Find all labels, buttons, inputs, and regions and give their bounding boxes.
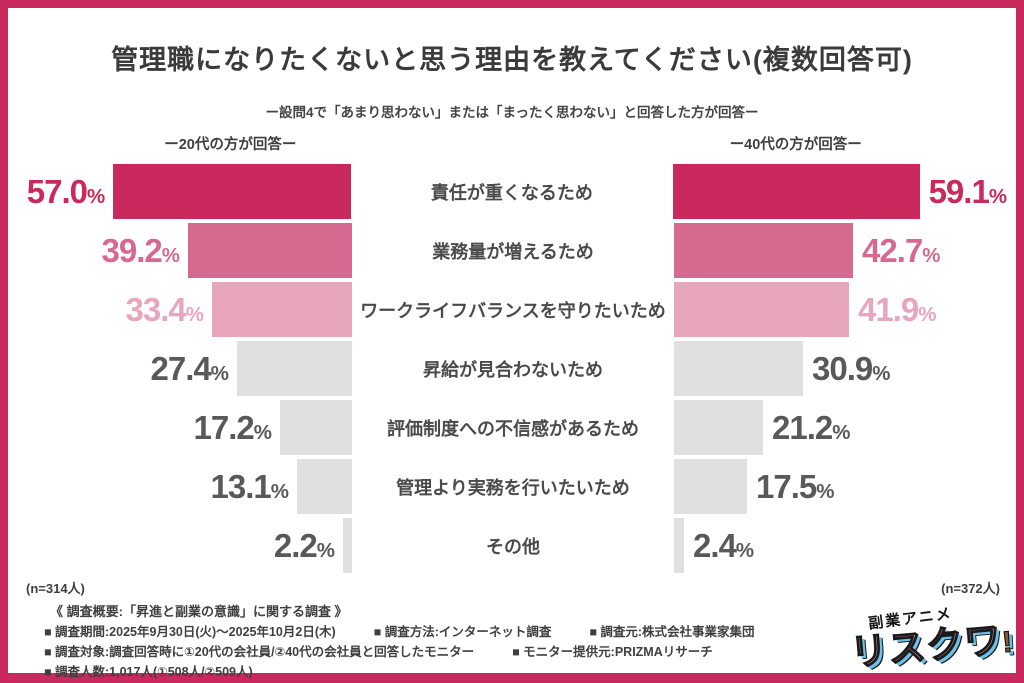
right-value-label: 41.9% [858,291,936,328]
left-value-label: 39.2% [101,232,180,269]
category-label: 昇給が見合わないため [422,359,603,380]
survey-detail-item: ■ 調査元:株式会社事業家集団 [589,625,755,639]
right-series-header: ー40代の方が回答ー [729,137,862,153]
right-bar [674,223,854,278]
survey-detail-item: ■ 調査期間:2025年9月30日(火)〜2025年10月2日(木) [44,625,336,639]
category-label: 業務量が増えるため [432,241,594,262]
percent-sign: % [918,303,936,326]
percent-sign: % [161,244,180,267]
header-spacer [353,133,674,154]
category-label: 管理より実務を行いたいため [396,477,630,498]
survey-detail-item: ■ 調査対象:調査回答時に①20代の会社員/②40代の会社員と回答したモニター [44,645,475,659]
series-headers: ー20代の方が回答ー ー40代の方が回答ー [8,133,1016,154]
butterfly-bar-chart: 57.0% 責任が重くなるため 59.1% 39.2% 業務量が増えるため 42.7% 33… [8,162,1016,575]
category-label: 責任が重くなるため [430,182,593,203]
left-n-label: (n=314人) [26,581,85,596]
category-label: 評価制度への不信感があるため [386,418,639,439]
survey-detail-row: ■ 調査期間:2025年9月30日(火)〜2025年10月2日(木) ■ 調査方法… [44,624,1016,640]
right-value-label: 17.5% [756,468,834,505]
percent-sign: % [816,480,834,503]
left-track: 57.0% [18,164,352,219]
right-bar [672,164,920,219]
left-bar [296,459,352,514]
left-value-label: 33.4% [125,291,204,328]
category-label: ワークライフバランスを守りたいため [360,300,666,321]
left-series-header: ー20代の方が回答ー [164,137,297,153]
right-bar [674,400,764,455]
left-value-label: 13.1% [210,468,289,505]
left-track: 39.2% [18,223,352,278]
left-track: 27.4% [18,341,352,396]
percent-sign: % [872,362,890,385]
left-value-label: 2.2% [273,527,335,564]
percent-sign: % [735,539,754,562]
left-track: 13.1% [18,459,352,514]
survey-overview: 《 調査概要:「昇進と副業の意識」に関する調査 》 ■ 調査期間:2025年9月… [44,601,1016,680]
left-track: 17.2% [18,400,352,455]
survey-overview-heading: 《 調査概要:「昇進と副業の意識」に関する調査 》 [50,604,348,619]
percent-sign: % [988,185,1007,208]
percent-sign: % [86,185,105,208]
right-track: 42.7% [674,223,1006,278]
right-track: 2.4% [674,518,1006,573]
percent-sign: % [270,480,289,503]
right-bar [674,341,804,396]
percent-sign: % [185,303,204,326]
left-bar [187,223,352,278]
chart-row: 17.2% 評価制度への不信感があるため 21.2% [18,398,1006,457]
chart-row: 13.1% 管理より実務を行いたいため 17.5% [18,457,1006,516]
chart-row: 57.0% 責任が重くなるため 59.1% [18,162,1007,221]
left-track: 2.2% [18,518,352,573]
left-bar [279,400,352,455]
filter-note: ー設問4で「あまり思わない」または「まったく思わない」と回答した方が回答ー [265,105,759,120]
percent-sign: % [253,421,272,444]
left-bar [342,518,352,573]
survey-detail-row: ■ 調査人数:1,017人(①508人/②509人) [44,664,1016,680]
right-track: 41.9% [674,282,1006,337]
right-track: 30.9% [674,341,1006,396]
right-bar [674,282,850,337]
left-track: 33.4% [18,282,352,337]
survey-detail-item: ■ 調査人数:1,017人(①508人/②509人) [44,665,253,679]
left-value-label: 17.2% [193,409,272,446]
percent-sign: % [316,539,335,562]
sample-size-row: (n=314人) (n=372人) [8,578,1016,597]
left-bar [236,341,352,396]
right-track: 21.2% [674,400,1006,455]
right-track: 59.1% [672,164,1007,219]
page-title: 管理職になりたくないと思う理由を教えてください(複数回答可) [111,45,913,75]
right-value-label: 30.9% [812,350,890,387]
right-bar [674,518,685,573]
risukuwa-logo: 副業アニメ リスクワ! [848,605,1015,675]
category-label: その他 [485,536,540,557]
left-value-label: 27.4% [150,350,229,387]
percent-sign: % [922,244,940,267]
chart-row: 33.4% ワークライフバランスを守りたいため 41.9% [18,280,1006,339]
survey-detail-item: ■ 調査方法:インターネット調査 [373,625,552,639]
percent-sign: % [832,421,850,444]
right-value-label: 21.2% [772,409,850,446]
survey-overview-details: ■ 調査期間:2025年9月30日(火)〜2025年10月2日(木) ■ 調査方法… [44,624,1016,680]
right-value-label: 59.1% [928,173,1007,210]
percent-sign: % [210,362,229,385]
chart-row: 2.2% その他 2.4% [18,516,1006,575]
left-value-label: 57.0% [26,173,105,210]
left-bar [211,282,352,337]
chart-row: 27.4% 昇給が見合わないため 30.9% [18,339,1006,398]
survey-detail-item: ■ モニター提供元:PRIZMAリサーチ [512,645,713,659]
right-value-label: 2.4% [693,527,754,564]
right-bar [674,459,748,514]
right-track: 17.5% [674,459,1006,514]
right-value-label: 42.7% [862,232,940,269]
right-n-label: (n=372人) [941,581,1000,596]
left-bar [113,164,352,219]
chart-row: 39.2% 業務量が増えるため 42.7% [18,221,1006,280]
survey-detail-row: ■ 調査対象:調査回答時に①20代の会社員/②40代の会社員と回答したモニター ■… [44,644,1016,660]
